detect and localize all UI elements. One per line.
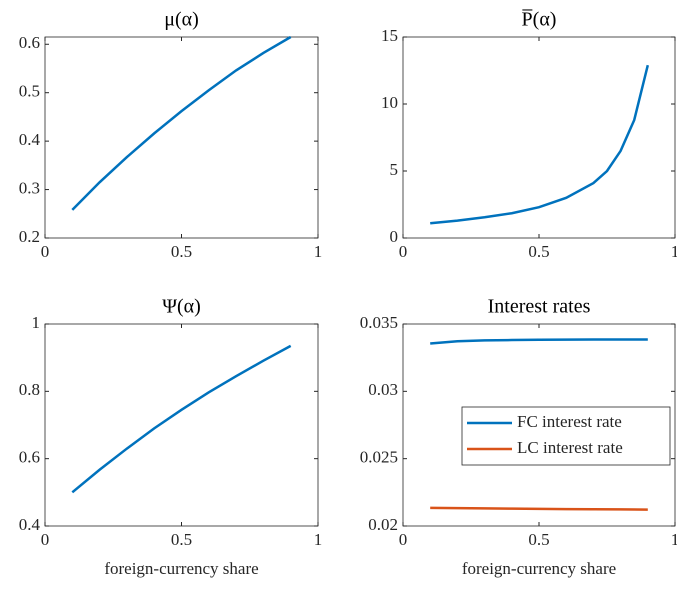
y-tick-label: 0.025 <box>360 448 398 467</box>
y-tick-label: 10 <box>381 93 398 112</box>
chart-title: P̅(α) <box>521 9 556 31</box>
data-line <box>71 35 292 211</box>
chart-title: μ(α) <box>164 9 199 31</box>
y-tick-label: 0.2 <box>19 227 40 246</box>
y-tick-label: 0 <box>390 227 399 246</box>
y-tick-label: 15 <box>381 26 398 45</box>
data-line <box>430 64 650 225</box>
x-axis-label: foreign-currency share <box>462 559 616 578</box>
y-tick-label: 0.03 <box>368 380 398 399</box>
x-tick-label: 0.5 <box>171 242 192 261</box>
x-tick-label: 0.5 <box>528 242 549 261</box>
axes-box <box>44 36 319 239</box>
x-tick-label: 0.5 <box>171 530 192 549</box>
y-tick-label: 1 <box>32 313 41 332</box>
legend-label: FC interest rate <box>517 412 622 431</box>
y-tick-label: 0.02 <box>368 515 398 534</box>
y-tick-label: 5 <box>390 160 399 179</box>
data-line <box>430 506 648 511</box>
data-line <box>71 344 292 494</box>
y-tick-label: 0.4 <box>19 515 41 534</box>
y-tick-label: 0.6 <box>19 33 40 52</box>
legend-label: LC interest rate <box>517 438 623 457</box>
x-tick-label: 0 <box>41 530 50 549</box>
data-line <box>430 338 648 345</box>
y-tick-label: 0.8 <box>19 380 40 399</box>
x-tick-label: 1 <box>671 530 677 549</box>
x-tick-label: 0 <box>41 242 50 261</box>
y-tick-label: 0.5 <box>19 82 40 101</box>
legend-box <box>461 406 671 466</box>
chart-title: Interest rates <box>488 296 591 318</box>
y-tick-label: 0.3 <box>19 178 40 197</box>
x-tick-label: 0 <box>399 530 408 549</box>
x-tick-label: 1 <box>671 242 677 261</box>
y-tick-label: 0.4 <box>19 130 41 149</box>
y-tick-label: 0.6 <box>19 448 40 467</box>
x-tick-label: 0.5 <box>528 530 549 549</box>
chart-title: Ψ(α) <box>162 296 201 318</box>
x-tick-label: 1 <box>314 242 323 261</box>
x-axis-label: foreign-currency share <box>104 559 258 578</box>
y-tick-label: 0.035 <box>360 313 398 332</box>
x-tick-label: 0 <box>399 242 408 261</box>
x-tick-label: 1 <box>314 530 323 549</box>
